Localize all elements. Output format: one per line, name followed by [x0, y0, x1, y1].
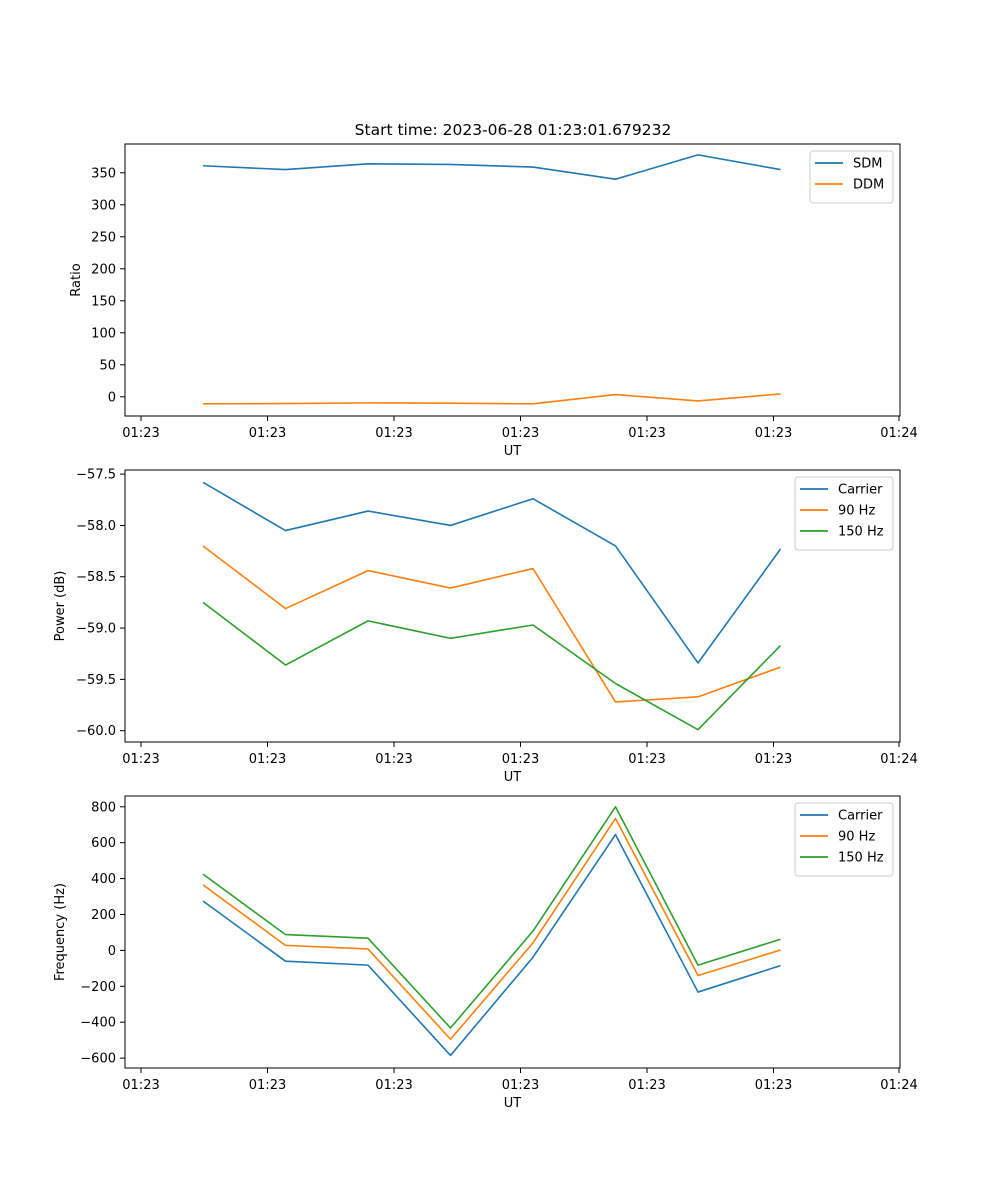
- x-tick-label: 01:24: [880, 1078, 917, 1093]
- legend-label: DDM: [853, 178, 884, 193]
- y-tick-label: −59.5: [76, 673, 116, 688]
- x-tick-label: 01:23: [249, 1078, 286, 1093]
- axes-frame: [124, 143, 901, 417]
- x-tick-label: 01:23: [755, 1078, 792, 1093]
- legend: SDM DDM: [809, 150, 894, 204]
- x-tick-label: 01:23: [122, 426, 159, 441]
- x-tick-label: 01:23: [502, 426, 539, 441]
- x-axis-label: UT: [504, 444, 522, 459]
- axes-frame: [124, 795, 901, 1069]
- legend: Carrier 90 Hz 150 Hz: [794, 802, 894, 877]
- y-tick-label: 300: [91, 198, 116, 213]
- series-line-150-hz: [202, 805, 781, 1029]
- x-tick-label: 01:23: [628, 1078, 665, 1093]
- x-tick-label: 01:23: [375, 752, 412, 767]
- x-tick-label: 01:23: [502, 752, 539, 767]
- legend: Carrier 90 Hz 150 Hz: [794, 476, 894, 551]
- chart-panel-1: 01:23 01:23 01:23 01:23 01:23 01:23 01:24 UT 0 50…: [69, 143, 918, 459]
- x-axis-label: UT: [504, 1096, 522, 1111]
- x-tick-label: 01:23: [502, 1078, 539, 1093]
- y-tick-label: 350: [91, 166, 116, 181]
- x-tick-label: 01:23: [249, 752, 286, 767]
- series-line-ddm: [202, 393, 781, 405]
- y-tick-label: −400: [80, 1016, 116, 1031]
- y-tick-label: −200: [80, 980, 116, 995]
- y-axis-label: Frequency (Hz): [53, 883, 68, 981]
- x-tick-label: 01:23: [755, 752, 792, 767]
- x-tick-label: 01:23: [375, 1078, 412, 1093]
- panels: 01:23 01:23 01:23 01:23 01:23 01:23 01:24 UT 0 50…: [53, 143, 918, 1111]
- legend-label: 150 Hz: [838, 851, 884, 866]
- x-tick-label: 01:23: [122, 1078, 159, 1093]
- y-tick-label: −58.0: [76, 519, 116, 534]
- legend-label: Carrier: [838, 483, 883, 498]
- y-tick-label: 0: [108, 944, 116, 959]
- y-tick-label: −600: [80, 1052, 116, 1067]
- x-tick-label: 01:23: [249, 426, 286, 441]
- y-tick-label: 0: [108, 390, 116, 405]
- x-tick-label: 01:23: [755, 426, 792, 441]
- series-line-90-hz: [202, 545, 781, 703]
- y-tick-label: 600: [91, 836, 116, 851]
- y-axis-label: Ratio: [69, 263, 84, 296]
- y-tick-label: −60.0: [76, 724, 116, 739]
- legend-label: 90 Hz: [838, 504, 875, 519]
- y-tick-label: 250: [91, 230, 116, 245]
- series-line-carrier: [202, 481, 782, 664]
- legend-label: 90 Hz: [838, 830, 875, 845]
- axes-frame: [124, 469, 901, 743]
- y-tick-label: 400: [91, 872, 116, 887]
- legend-label: Carrier: [838, 809, 883, 824]
- series-line-sdm: [202, 154, 781, 180]
- x-tick-label: 01:24: [880, 426, 917, 441]
- y-tick-label: −57.5: [76, 468, 116, 483]
- x-tick-label: 01:23: [122, 752, 159, 767]
- y-tick-label: 50: [99, 358, 116, 373]
- legend-label: SDM: [853, 157, 882, 172]
- series-line-90-hz: [202, 817, 781, 1041]
- y-tick-label: −58.5: [76, 570, 116, 585]
- x-tick-label: 01:23: [628, 752, 665, 767]
- y-tick-label: 100: [91, 326, 116, 341]
- x-tick-label: 01:23: [628, 426, 665, 441]
- y-tick-label: 800: [91, 800, 116, 815]
- legend-label: 150 Hz: [838, 525, 884, 540]
- series-line-150-hz: [202, 601, 782, 731]
- figure-title: Start time: 2023-06-28 01:23:01.679232: [355, 121, 672, 139]
- y-tick-label: 200: [91, 262, 116, 277]
- y-tick-label: −59.0: [76, 622, 116, 637]
- x-tick-label: 01:24: [880, 752, 917, 767]
- y-axis-label: Power (dB): [53, 571, 68, 642]
- x-tick-label: 01:23: [375, 426, 412, 441]
- chart-panel-3: 01:23 01:23 01:23 01:23 01:23 01:23 01:24 UT −60…: [53, 795, 918, 1111]
- chart-panel-2: 01:23 01:23 01:23 01:23 01:23 01:23 01:24 UT −60…: [53, 468, 918, 785]
- legend-box: [809, 150, 894, 204]
- y-tick-label: 200: [91, 908, 116, 923]
- y-tick-label: 150: [91, 294, 116, 309]
- series-line-carrier: [202, 833, 781, 1057]
- x-axis-label: UT: [504, 770, 522, 785]
